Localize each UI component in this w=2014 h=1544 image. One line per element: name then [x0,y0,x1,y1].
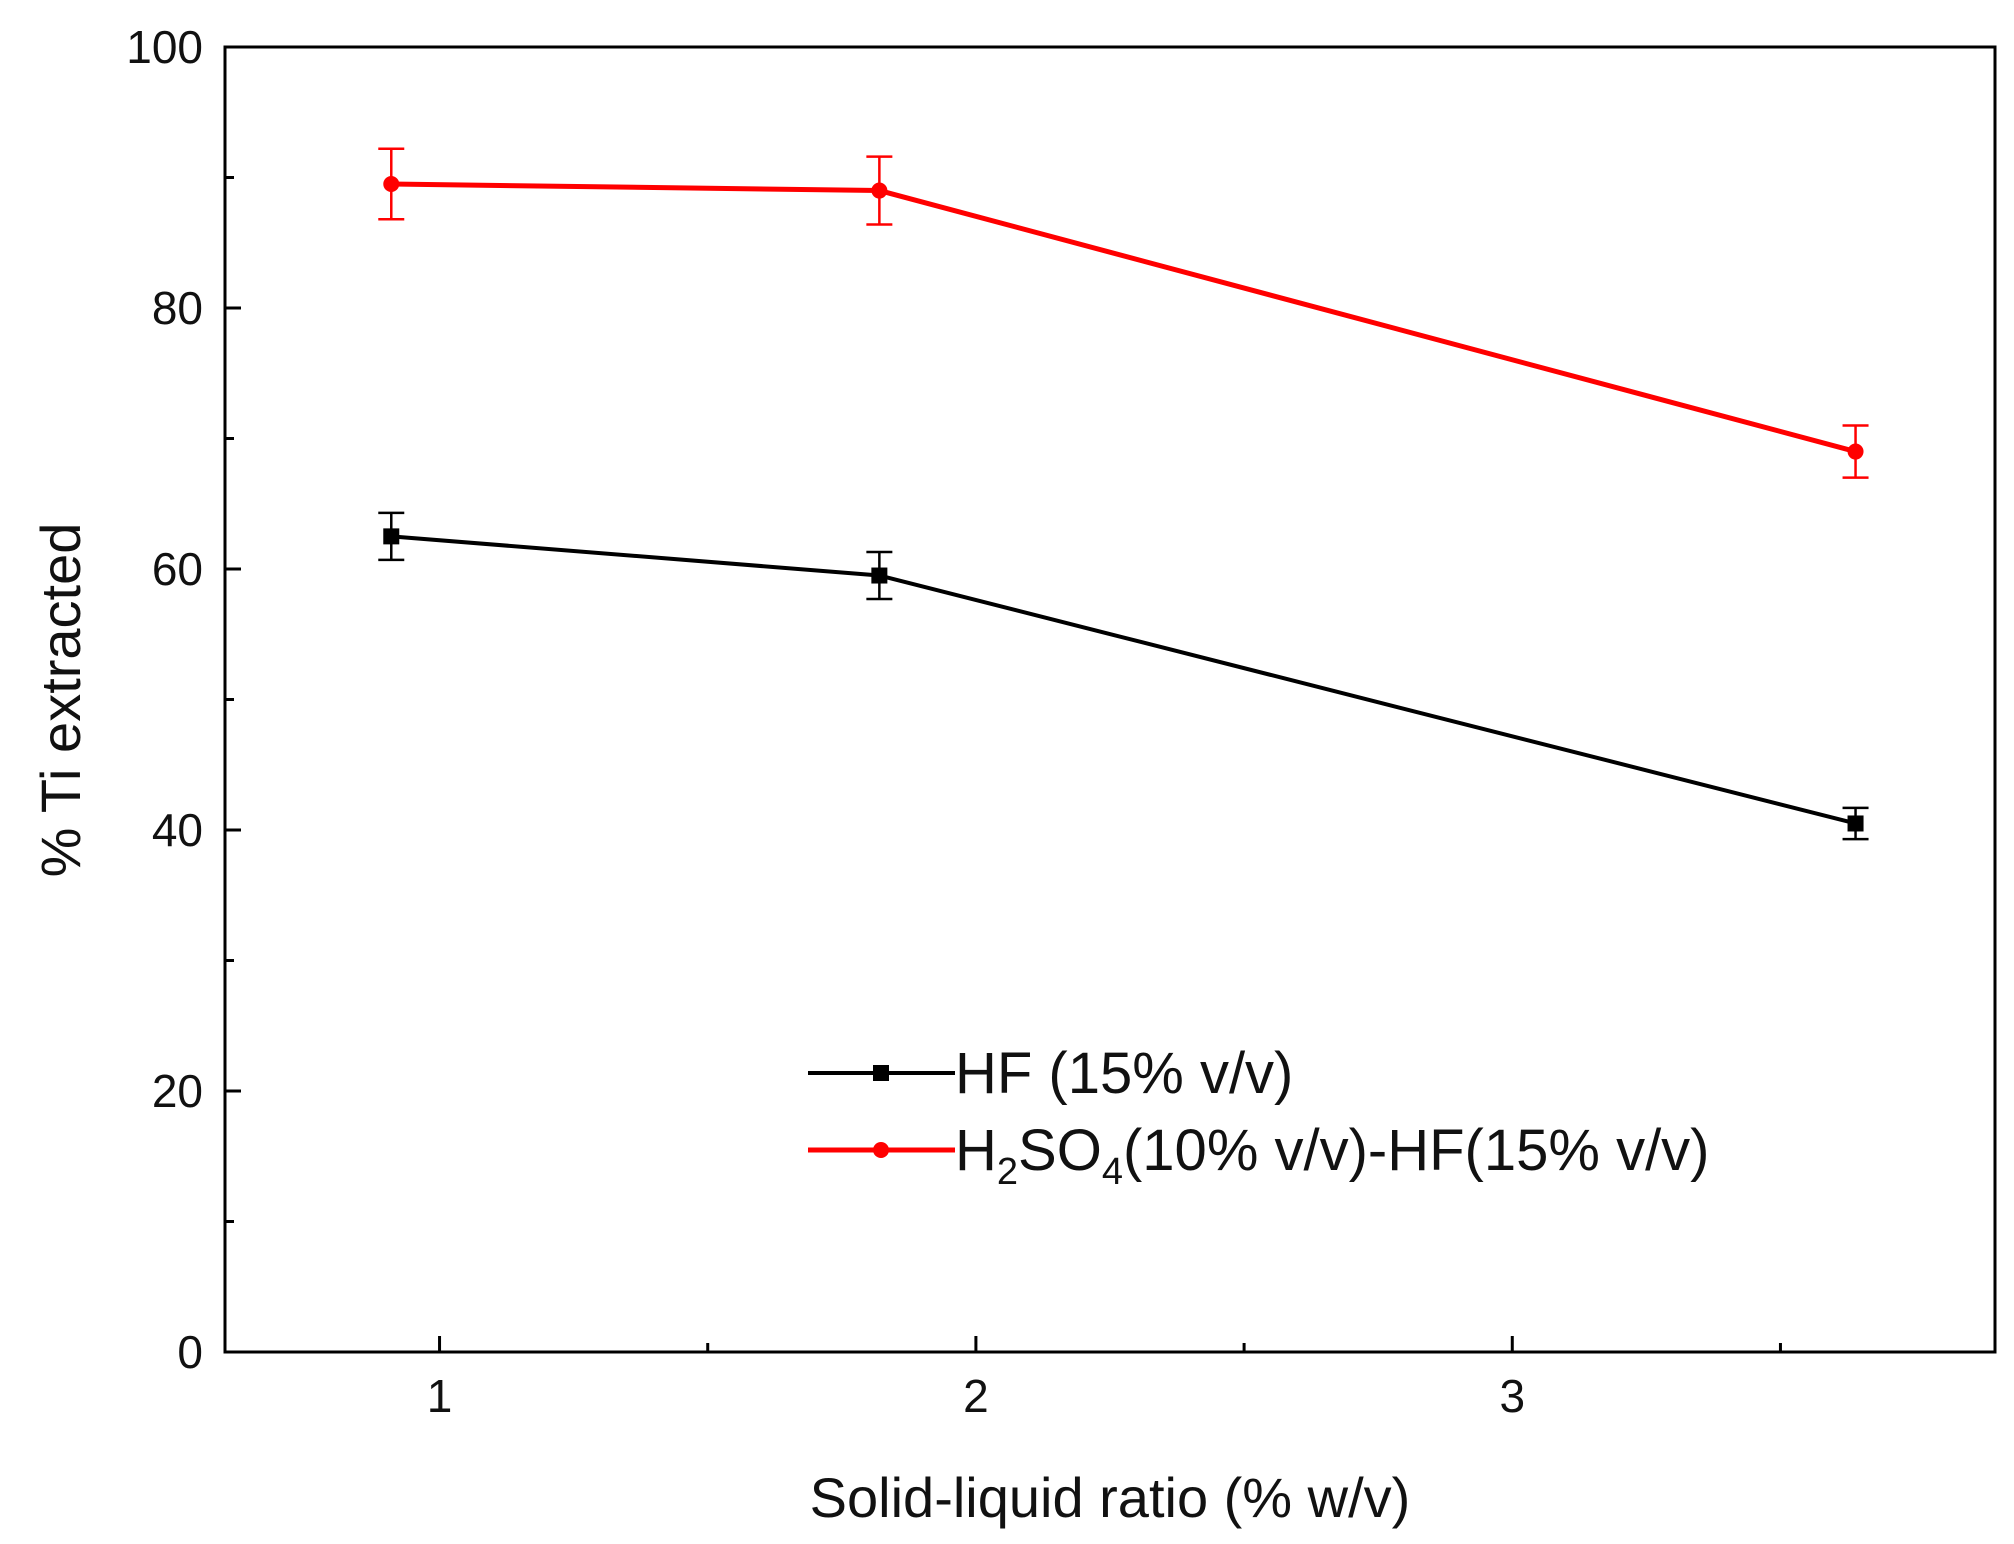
series-layer [378,147,1869,841]
y-tick-label: 100 [126,21,203,73]
legend-mix-sub4: 4 [1102,1151,1123,1193]
data-point [871,182,888,199]
y-axis-title: % Ti extracted [29,523,92,878]
y-tick-label: 60 [152,543,203,595]
legend: HF (15% v/v) H2SO4(10% v/v)-HF(15% v/v) [808,1041,1710,1193]
y-tick-label: 0 [177,1326,203,1378]
x-axis-title: Solid-liquid ratio (% w/v) [810,1466,1411,1529]
x-axis-ticks: 1 2 3 [427,1336,1782,1422]
data-point [1847,815,1864,832]
series-line [391,181,1857,454]
y-tick-label: 40 [152,804,203,856]
data-point [871,567,888,584]
series-0 [378,511,1869,841]
data-point [383,528,400,545]
legend-mix-so: SO [1018,1118,1102,1183]
legend-mix-h: H [955,1118,997,1183]
y-tick-label: 80 [152,282,203,334]
x-tick-label: 2 [963,1370,989,1422]
legend-mix-sub2: 2 [997,1151,1018,1193]
data-point [1847,443,1864,460]
y-tick-label: 20 [152,1065,203,1117]
legend-marker-hf [873,1065,889,1081]
legend-label-mix: H2SO4(10% v/v)-HF(15% v/v) [955,1118,1710,1193]
series-line [391,534,1857,826]
x-tick-label: 1 [427,1370,453,1422]
series-1 [378,147,1869,479]
legend-marker-mix [873,1142,889,1158]
legend-mix-rest: (10% v/v)-HF(15% v/v) [1123,1118,1710,1183]
legend-label-hf: HF (15% v/v) [955,1041,1293,1106]
x-tick-label: 3 [1499,1370,1525,1422]
y-axis-ticks: 0 20 40 60 80 100 [126,21,241,1378]
data-point [383,176,400,193]
